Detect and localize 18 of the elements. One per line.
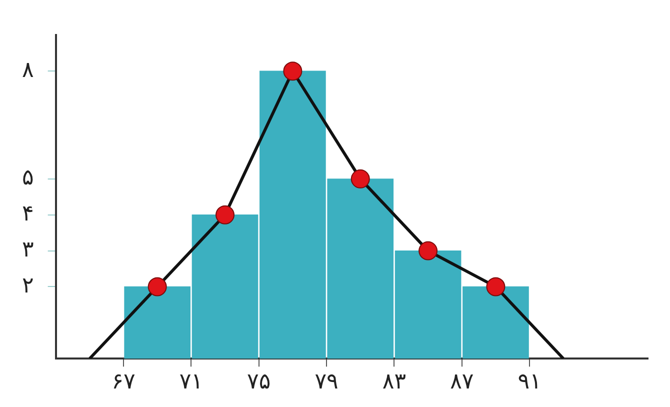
x-tick-label: ۸۷ bbox=[450, 370, 474, 395]
point bbox=[216, 205, 235, 224]
x-tick-label: ۷۹ bbox=[314, 370, 338, 395]
x-tick-label: ۶۷ bbox=[112, 370, 136, 395]
y-tick-label: ۵ bbox=[22, 166, 34, 191]
point bbox=[283, 62, 302, 81]
y-tick-label: ۴ bbox=[22, 202, 34, 227]
point bbox=[418, 241, 438, 260]
y-tick-label: ۸ bbox=[22, 58, 34, 83]
point bbox=[486, 277, 506, 296]
x-tick-label: ۷۵ bbox=[247, 370, 271, 395]
x-tick-label: ۹۱ bbox=[518, 370, 542, 395]
y-tick-label: ۳ bbox=[22, 238, 34, 263]
x-tick-label: ۷۱ bbox=[179, 370, 203, 395]
point bbox=[350, 169, 370, 188]
point bbox=[148, 277, 167, 296]
x-tick-label: ۸۳ bbox=[382, 370, 406, 395]
y-tick-label: ۲ bbox=[22, 273, 34, 298]
